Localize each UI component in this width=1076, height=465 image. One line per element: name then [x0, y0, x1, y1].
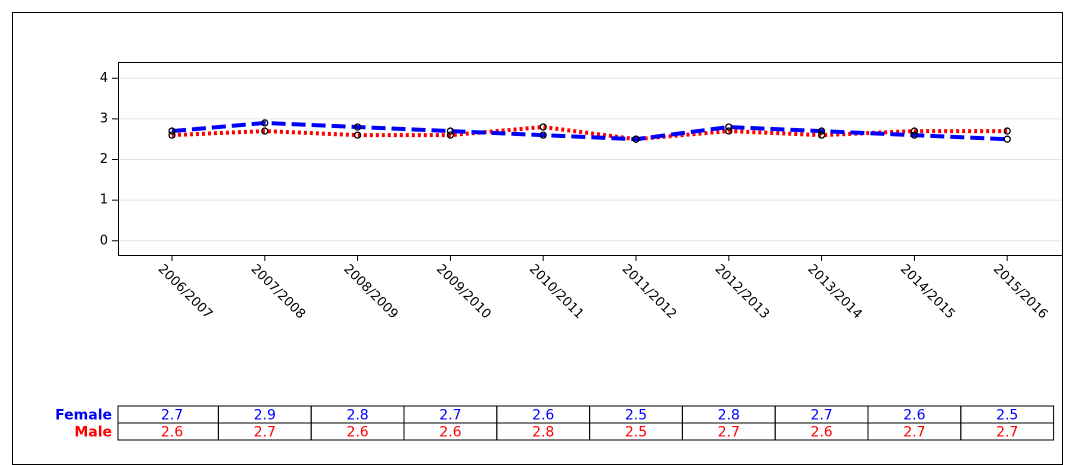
marker	[261, 127, 269, 135]
marker	[910, 127, 919, 135]
marker	[817, 127, 826, 135]
table-value: 2.7	[718, 425, 740, 441]
marker	[539, 131, 547, 139]
marker	[168, 131, 176, 139]
table-value: 2.7	[439, 408, 461, 424]
marker	[261, 119, 269, 127]
table-value: 2.5	[625, 425, 647, 441]
marker	[353, 131, 362, 139]
table-value: 2.9	[254, 408, 276, 424]
table-value: 2.5	[625, 408, 647, 424]
marker	[1003, 135, 1011, 143]
marker	[632, 135, 640, 143]
marker	[725, 127, 733, 135]
row-label: Female	[55, 408, 112, 424]
y-tick-label: 3	[100, 111, 108, 126]
table-value: 2.6	[439, 425, 461, 441]
x-tick-label: 2007/2008	[247, 262, 308, 323]
marker	[168, 127, 176, 135]
y-tick-label: 4	[100, 71, 108, 86]
table-value: 2.8	[718, 408, 740, 424]
marker	[1003, 127, 1011, 135]
x-tick-label: 2006/2007	[155, 262, 216, 323]
table-value: 2.6	[161, 425, 183, 441]
x-tick-label: 2008/2009	[340, 262, 401, 323]
x-tick-label: 2014/2015	[897, 262, 958, 323]
series-line	[171, 120, 1008, 142]
marker	[446, 131, 455, 139]
x-tick-label: 2012/2013	[711, 262, 772, 323]
table-value: 2.6	[903, 408, 925, 424]
y-tick-label: 2	[100, 152, 108, 167]
table-value: 2.8	[346, 408, 368, 424]
table-value: 2.7	[996, 425, 1018, 441]
plot-area	[118, 62, 1063, 256]
table-value: 2.7	[810, 408, 832, 424]
x-tick-label: 2011/2012	[619, 262, 680, 323]
x-tick-label: 2015/2016	[990, 262, 1051, 323]
table-value: 2.8	[532, 425, 554, 441]
table-value: 2.6	[810, 425, 832, 441]
y-tick-label: 1	[100, 193, 108, 208]
marker	[353, 123, 362, 131]
marker	[910, 131, 919, 139]
row-label: Male	[74, 425, 112, 441]
table-value: 2.7	[903, 425, 925, 441]
marker	[725, 123, 733, 131]
x-tick-label: 2013/2014	[804, 262, 865, 323]
table-value: 2.7	[161, 408, 183, 424]
frame	[12, 12, 1063, 465]
marker	[539, 123, 547, 131]
table-value: 2.6	[532, 408, 554, 424]
marker	[817, 131, 826, 139]
marker	[446, 127, 455, 135]
table-value: 2.5	[996, 408, 1018, 424]
x-tick-label: 2010/2011	[526, 262, 587, 323]
x-tick-label: 2009/2010	[433, 262, 494, 323]
series-line	[171, 124, 1008, 142]
y-tick-label: 0	[100, 233, 108, 248]
table-value: 2.6	[346, 425, 368, 441]
table-value: 2.7	[254, 425, 276, 441]
table-cell	[960, 422, 1055, 441]
